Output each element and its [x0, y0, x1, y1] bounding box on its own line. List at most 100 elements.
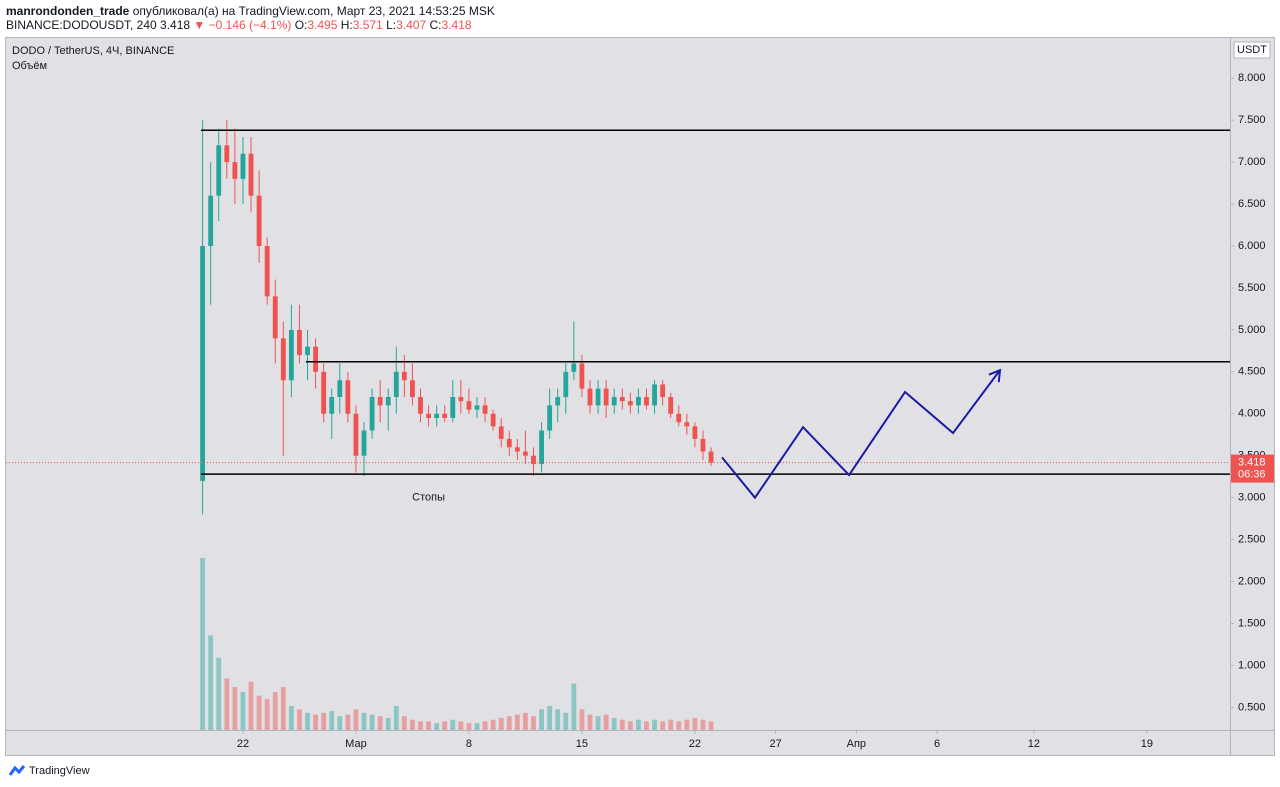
symbol: BINANCE:DODOUSDT, 240 — [6, 18, 157, 32]
ohlc-value: 3.495 — [307, 18, 338, 32]
candle-body — [337, 380, 343, 398]
candle-body — [539, 430, 544, 465]
volume-bar — [498, 717, 504, 730]
candle-body — [684, 422, 690, 427]
y-tick-label: 4.000 — [1238, 408, 1266, 420]
volume-bar — [644, 721, 649, 730]
candle-body — [208, 195, 214, 247]
candle-body — [377, 397, 383, 406]
volume-bar — [280, 687, 286, 730]
candle-body — [595, 388, 601, 406]
volume-bar — [482, 721, 488, 730]
volume-bar — [668, 719, 674, 730]
y-tick-label: 8.000 — [1238, 72, 1266, 84]
ohlc: O:3.495 H:3.571 L:3.407 C:3.418 — [295, 18, 472, 32]
candle-body — [619, 397, 625, 402]
volume-bar — [571, 683, 577, 730]
candle-body — [393, 371, 399, 398]
volume-bar — [345, 714, 351, 730]
candle-body — [514, 447, 520, 452]
ohlc-label: C: — [429, 18, 442, 32]
x-tick-label: 6 — [934, 738, 940, 750]
candle-body — [708, 451, 714, 463]
y-tick-label: 6.500 — [1238, 198, 1266, 210]
volume-bar — [660, 721, 666, 730]
candle-body — [280, 338, 286, 381]
ohlc-value: 3.407 — [396, 18, 427, 32]
volume-bar — [256, 695, 262, 730]
volume-bar — [224, 678, 230, 730]
candle-body — [611, 397, 617, 406]
volume-bar — [555, 709, 561, 730]
candle-body — [482, 405, 488, 414]
candle-body — [635, 397, 641, 406]
volume-bar — [361, 712, 367, 730]
candle-body — [660, 384, 666, 398]
candle-body — [506, 438, 512, 448]
candle-body — [450, 397, 456, 418]
ohlc-value: 3.418 — [441, 18, 472, 32]
candle-body — [668, 397, 674, 414]
candle-body — [579, 363, 585, 389]
candle-body — [385, 397, 391, 406]
x-tick-label: 12 — [1028, 738, 1040, 750]
candle-body — [313, 346, 319, 372]
volume-bar — [426, 721, 432, 730]
candle-body — [466, 401, 472, 410]
candle-body — [272, 296, 278, 339]
volume-bar — [603, 714, 609, 730]
volume-bar — [321, 712, 327, 730]
forecast-arrowhead — [988, 368, 1002, 383]
publish-line: manrondonden_trade опубликовал(а) на Tra… — [6, 4, 495, 18]
volume-bar — [377, 716, 383, 730]
volume-bar — [216, 657, 222, 730]
volume-bar — [208, 635, 214, 730]
volume-bar — [337, 716, 343, 730]
candle-body — [321, 371, 327, 414]
candle-body — [498, 426, 504, 439]
candle-body — [587, 388, 593, 406]
last-price-box — [1231, 454, 1274, 483]
candle-body — [531, 455, 536, 465]
x-tick-label: 19 — [1141, 738, 1153, 750]
volume-bar — [595, 716, 601, 730]
y-tick-label: 5.000 — [1238, 324, 1266, 336]
y-tick-label: 4.500 — [1238, 366, 1266, 378]
candle-body — [692, 426, 698, 439]
candle-body — [563, 371, 569, 398]
volume-bar — [434, 723, 440, 730]
candle-body — [216, 145, 222, 196]
change: ▼ −0.146 (−4.1%) — [193, 18, 292, 32]
candle-body — [627, 401, 633, 406]
candle-body — [644, 397, 649, 406]
volume-bar — [563, 712, 569, 730]
volume-bar — [635, 719, 641, 730]
volume-bar — [466, 723, 472, 730]
x-tick-label: 22 — [237, 738, 249, 750]
y-tick-label: 1.500 — [1238, 617, 1266, 629]
candle-body — [555, 397, 561, 406]
volume-bar — [506, 716, 512, 730]
candle-body — [256, 195, 262, 247]
x-tick-label: 15 — [576, 738, 588, 750]
candle-body — [240, 153, 246, 179]
volume-bar — [401, 716, 407, 730]
candle-body — [264, 246, 270, 297]
volume-bar — [587, 714, 593, 730]
volume-bar — [611, 717, 617, 730]
volume-bar — [627, 721, 633, 730]
volume-bar — [692, 717, 698, 730]
candle-body — [232, 162, 238, 179]
candle-body — [458, 397, 464, 402]
volume-bar — [474, 723, 480, 730]
ohlc-label: H: — [340, 18, 353, 32]
volume-bar — [393, 705, 399, 730]
volume-bar — [458, 721, 464, 730]
candle-body — [426, 413, 432, 418]
candle-body — [305, 346, 310, 356]
x-tick-label: 22 — [689, 738, 701, 750]
volume-bar — [490, 719, 496, 730]
y-tick-label: 0.500 — [1238, 701, 1266, 713]
frame — [5, 37, 1275, 756]
volume-bar — [264, 699, 270, 730]
